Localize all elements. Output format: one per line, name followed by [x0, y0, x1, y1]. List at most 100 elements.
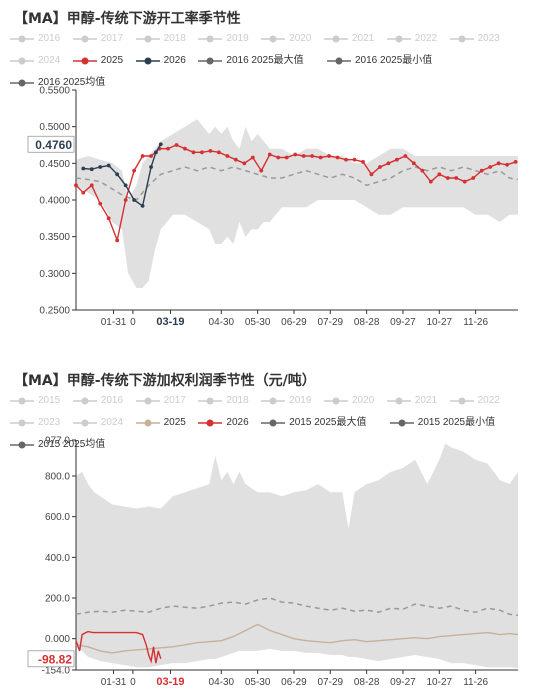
legend-label: 2017	[100, 33, 124, 44]
y-tick-label: 0.3000	[39, 269, 70, 280]
latest-value-label: -98.82	[38, 652, 72, 666]
series-point	[344, 157, 348, 162]
y-tick-label: 977.0	[45, 436, 70, 447]
legend-label: 2016 2025最小值	[355, 55, 433, 66]
chart-title: 【MA】甲醇-传统下游开工率季节性	[14, 11, 241, 27]
series-point	[267, 152, 272, 157]
x-tick-label: 0	[130, 677, 136, 688]
series-point	[462, 179, 467, 184]
series-point	[225, 154, 230, 158]
legend-swatch	[10, 79, 34, 87]
x-tick-label: 08-28	[354, 317, 380, 328]
legend-swatch	[261, 35, 286, 43]
series-point	[216, 150, 221, 155]
legend-swatch	[324, 397, 348, 405]
x-tick-label: 0	[130, 317, 136, 328]
series-point	[174, 143, 179, 147]
series-point	[123, 198, 128, 202]
series-point	[74, 183, 78, 188]
latest-value-label: 0.4760	[35, 138, 72, 152]
legend-label: 2025	[100, 55, 124, 66]
legend-swatch	[198, 397, 223, 405]
series-point	[386, 161, 391, 166]
x-tick-label: 05-30	[245, 677, 271, 688]
series-line-0	[75, 166, 519, 201]
series-point	[81, 166, 86, 171]
x-tick-label: 07-29	[318, 317, 344, 328]
series-point	[327, 154, 331, 158]
legend-swatch	[72, 419, 97, 427]
legend-swatch	[135, 397, 160, 405]
legend-swatch	[449, 397, 474, 405]
y-tick-label: 200.0	[45, 594, 70, 605]
series-point	[496, 161, 501, 166]
series-point	[479, 168, 484, 173]
legend-label: 2018	[226, 395, 249, 406]
series-point	[166, 146, 170, 151]
legend-swatch	[198, 419, 223, 427]
legend-label: 2026	[226, 417, 249, 428]
x-tick-label: 09-27	[390, 677, 416, 688]
x-tick-label: 10-27	[426, 677, 452, 688]
x-tick-label: 11-26	[463, 677, 488, 688]
legend-swatch	[10, 419, 34, 427]
series-point	[276, 155, 281, 160]
series-point	[98, 165, 103, 169]
x-tick-label: 05-30	[245, 317, 271, 328]
x-tick-label: 01-31	[101, 317, 127, 328]
series-point	[233, 157, 238, 162]
legend-label: 2025	[163, 417, 186, 428]
series-point	[420, 168, 425, 173]
legend-swatch	[449, 35, 474, 43]
x-tick-label: 10-27	[426, 317, 452, 328]
y-tick-label: 0.2500	[39, 306, 70, 317]
legend-label: 2018	[163, 33, 186, 44]
x-tick-label: 01-31	[101, 677, 127, 688]
legend-label: 2021	[414, 395, 438, 406]
series-point	[488, 165, 493, 169]
series-line-0	[75, 597, 519, 617]
legend-label: 2016	[38, 33, 61, 44]
y-tick-label: -154.0	[42, 666, 71, 677]
minmax-band	[76, 443, 518, 669]
legend-swatch	[72, 35, 97, 43]
legend-label: 2022	[414, 33, 438, 44]
legend-swatch	[135, 57, 160, 65]
legend-swatch	[10, 35, 34, 43]
legend-swatch	[386, 35, 411, 43]
series-line-1	[75, 623, 519, 654]
y-tick-label: 0.3500	[39, 232, 70, 243]
x-tick-label: 06-29	[281, 317, 307, 328]
legend-label: 2024	[100, 417, 124, 428]
legend-swatch	[389, 419, 414, 427]
chart-plot: 紫金天风期货-154.00.000200.0400.0600.0800.0977…	[27, 436, 519, 688]
y-tick-label: 400.0	[45, 553, 70, 564]
series-point	[505, 162, 510, 167]
series-point	[437, 172, 442, 177]
series-point	[428, 179, 433, 184]
legend-swatch	[72, 397, 97, 405]
legend-label: 2023	[38, 417, 61, 428]
legend-label: 2015	[38, 395, 61, 406]
series-point	[106, 216, 111, 221]
x-tick-label: 03-19	[156, 316, 184, 328]
x-tick-label: 11-26	[463, 317, 488, 328]
legend-label: 2021	[352, 33, 375, 44]
series-point	[132, 198, 137, 202]
series-point	[259, 168, 264, 173]
series-point	[154, 150, 158, 155]
latest-value-tag	[27, 650, 75, 668]
y-tick-label: 0.5000	[39, 122, 70, 133]
x-tick-label: 07-29	[318, 677, 344, 688]
series-point	[293, 152, 298, 157]
latest-value-tag	[27, 135, 75, 153]
legend-swatch	[261, 397, 286, 405]
series-point	[335, 155, 340, 160]
legend-label: 2017	[163, 395, 186, 406]
chart-plot: 紫金天风期货0.25000.30000.35000.40000.45000.50…	[27, 86, 519, 328]
series-point	[361, 159, 365, 164]
series-point	[242, 161, 247, 166]
legend-label: 2026	[163, 55, 186, 66]
series-point	[140, 203, 145, 208]
series-point	[149, 165, 153, 169]
